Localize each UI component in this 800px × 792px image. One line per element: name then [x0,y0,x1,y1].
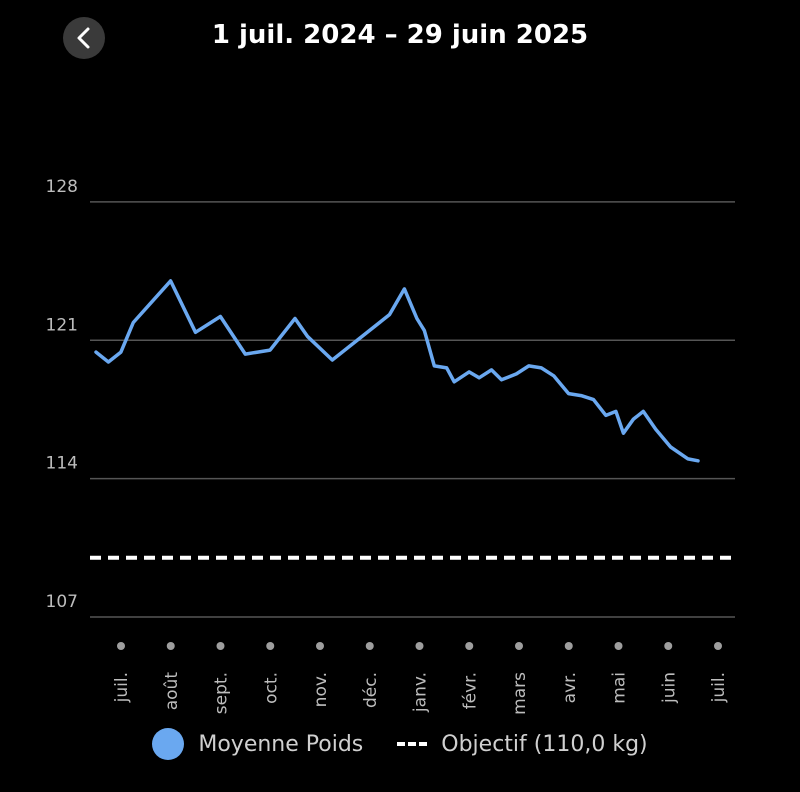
y-tick-label: 114 [46,454,78,474]
x-tick-dot [316,642,324,650]
legend-series-swatch [152,728,185,760]
legend-item-goal[interactable]: Objectif (110,0 kg) [397,731,648,757]
x-tick-label: juil. [709,672,729,703]
x-tick-dot [564,642,573,650]
x-tick-dot [614,642,623,650]
y-tick-label: 107 [46,592,78,612]
x-tick-dot [166,642,175,650]
x-tick-dot [216,642,225,650]
x-tick-label: janv. [411,672,431,713]
back-button[interactable] [63,17,105,59]
x-tick-label: mai [610,672,630,704]
x-tick-dot [117,642,125,650]
legend-item-series[interactable]: Moyenne Poids [152,728,363,760]
x-tick-label: juil. [112,672,132,703]
x-tick-label: déc. [361,672,381,708]
x-tick-label: nov. [311,672,331,707]
x-tick-dot [415,642,424,650]
x-tick-label: mars [510,672,530,715]
x-tick-dot [266,642,275,650]
x-tick-dot [365,642,374,650]
chart-legend: Moyenne Poids Objectif (110,0 kg) [0,726,800,762]
y-tick-label: 121 [46,315,78,335]
series-line-moyenne-poids [94,279,700,463]
x-tick-label: oct. [261,672,281,704]
x-tick-dot [664,642,673,650]
legend-series-label: Moyenne Poids [198,731,364,757]
x-tick-dot [714,642,722,650]
x-tick-label: févr. [460,672,480,709]
legend-goal-swatch [397,742,428,746]
page-title: 1 juil. 2024 – 29 juin 2025 [211,20,589,50]
y-tick-label: 128 [46,177,78,197]
x-tick-label: sept. [212,672,232,714]
x-tick-dot [515,642,523,650]
x-tick-label: juin [659,672,679,704]
x-tick-dot [465,642,474,650]
legend-goal-label: Objectif (110,0 kg) [441,731,648,757]
chevron-left-icon [77,27,90,49]
x-tick-label: avr. [560,672,580,703]
x-tick-label: août [162,672,182,711]
